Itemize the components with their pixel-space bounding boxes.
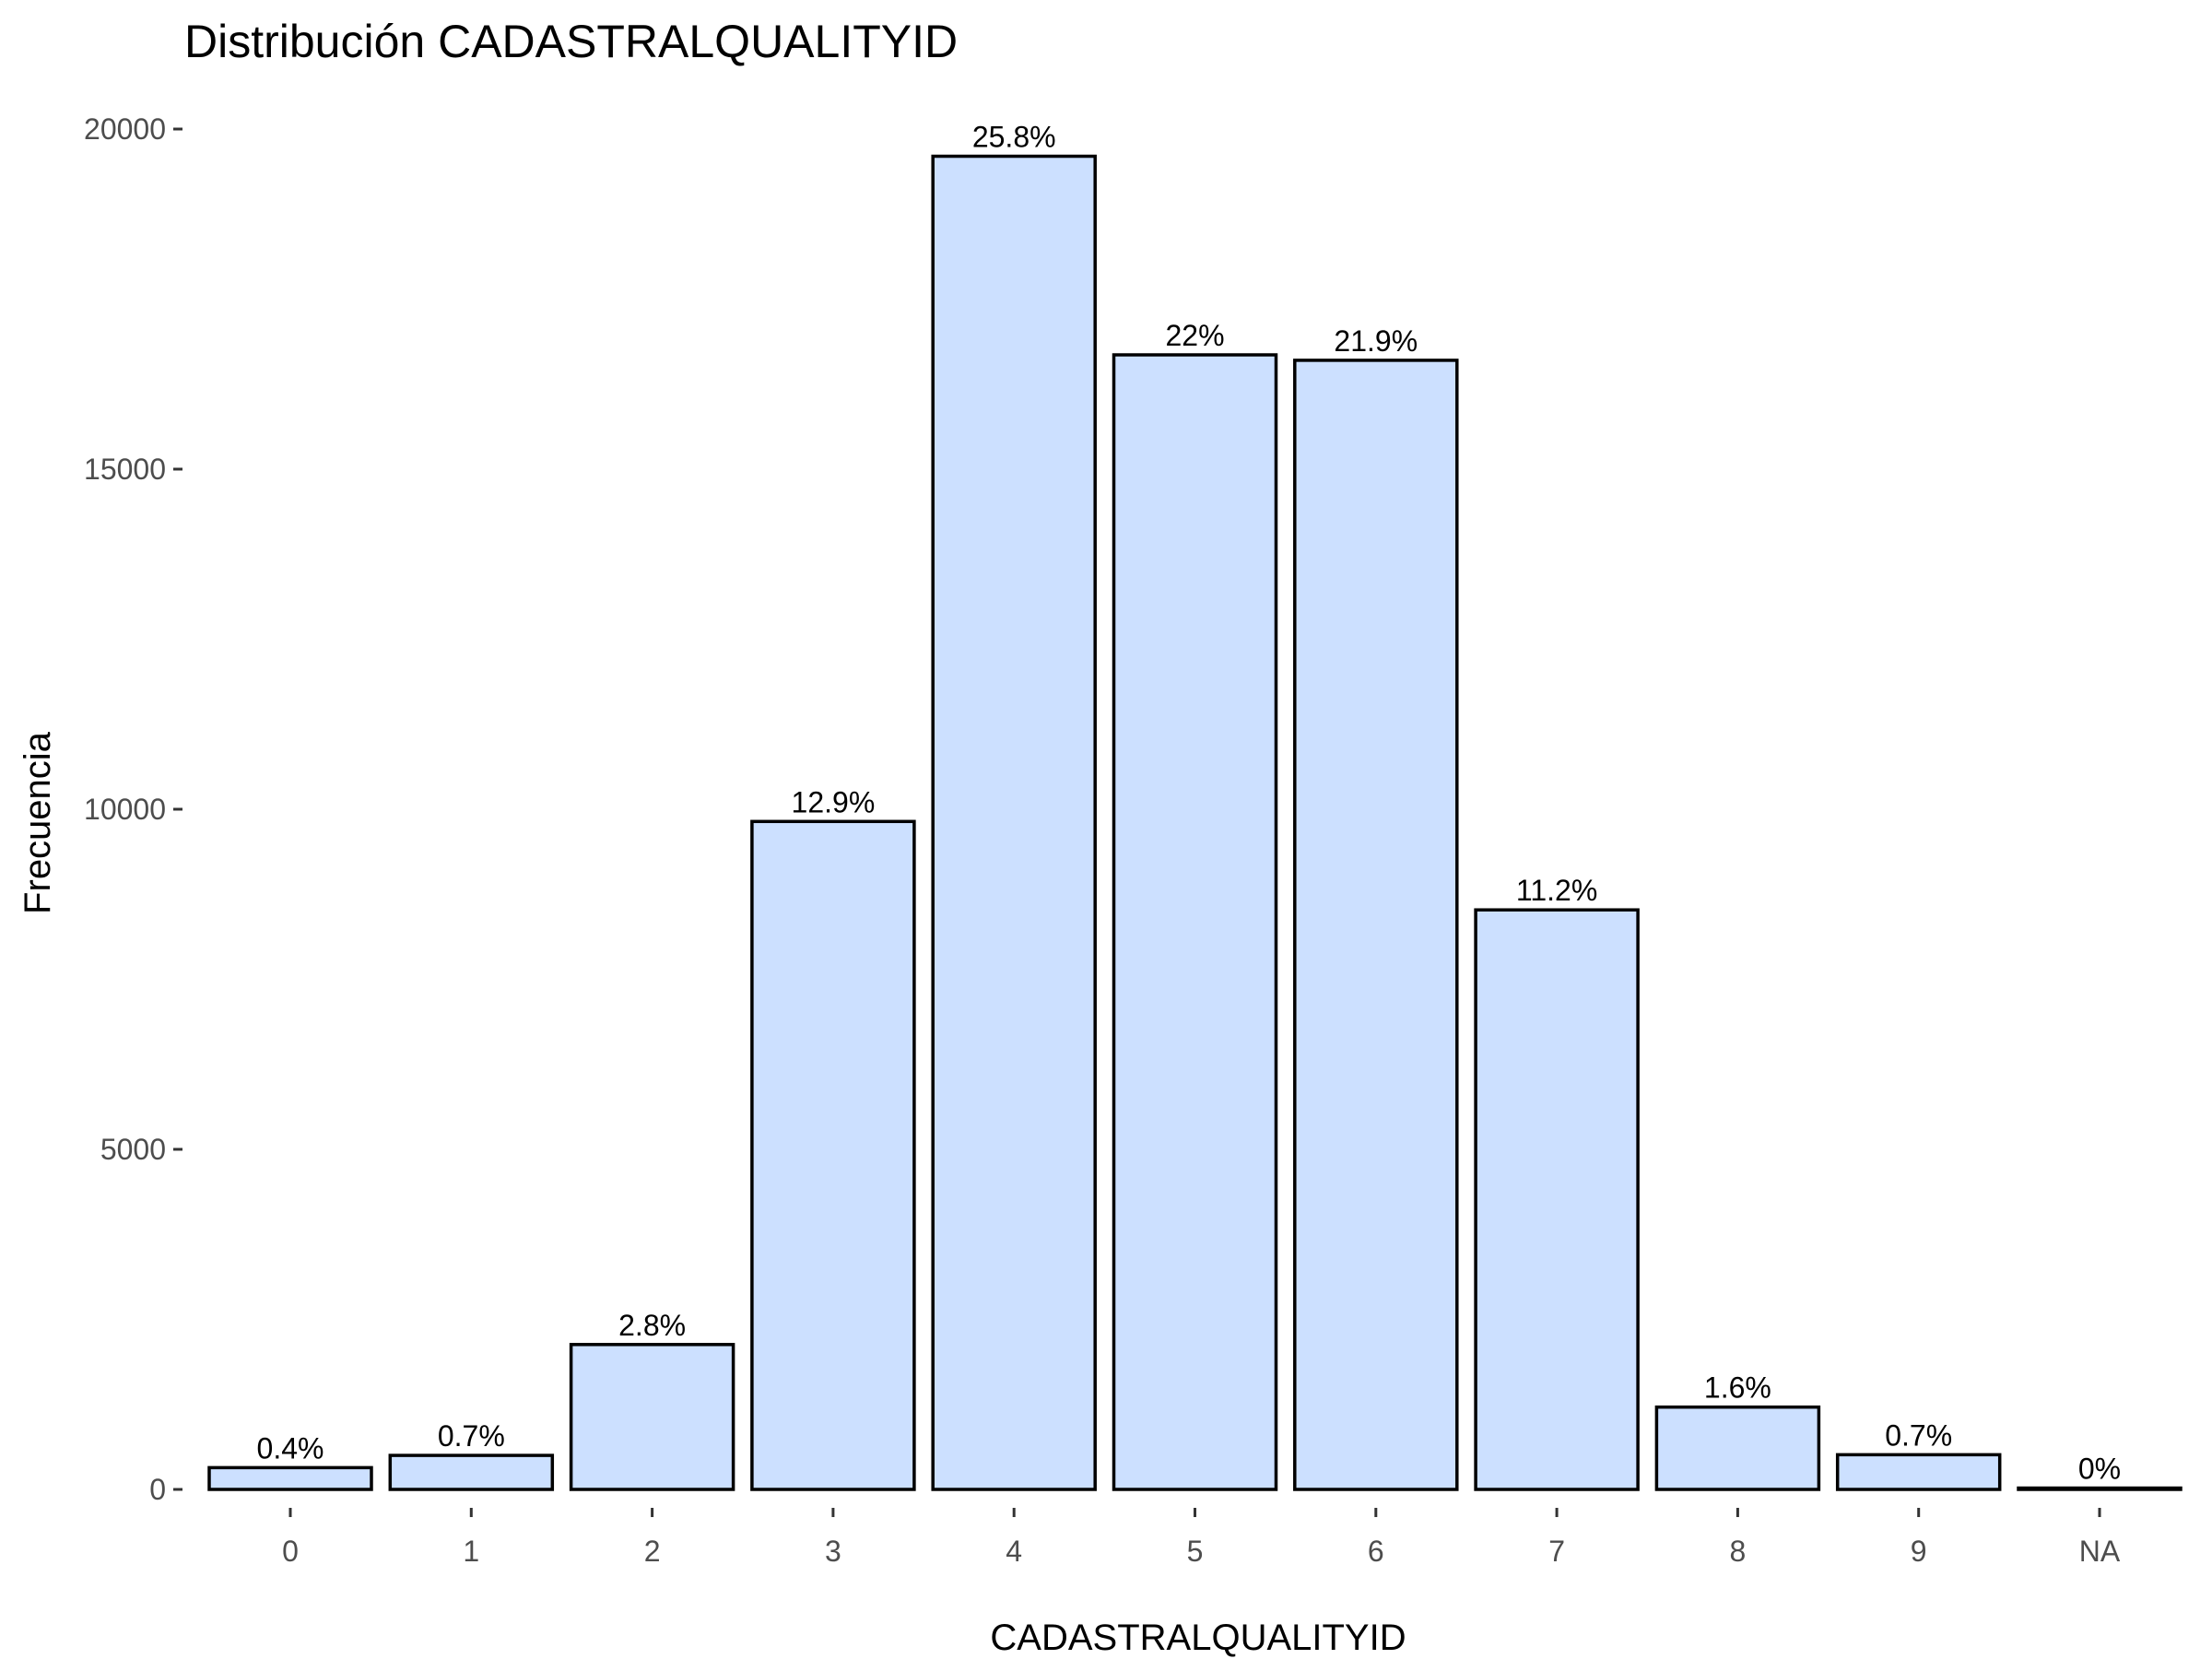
data-labels-group: 0.4% 0.7% 2.8% 12.9% 25.8% 22% 21.9% 11.2% 1.6% 0… — [257, 121, 2122, 1486]
x-axis: 0 1 2 3 4 5 6 7 8 9 NA — [282, 1508, 2121, 1568]
data-label-0: 0.4% — [257, 1431, 324, 1465]
y-axis: 0 5000 10000 15000 20000 — [84, 112, 182, 1506]
x-tick-label: 6 — [1368, 1535, 1384, 1568]
data-label-8: 1.6% — [1704, 1371, 1771, 1405]
data-label-5: 22% — [1165, 319, 1224, 352]
y-axis-title: Frecuencia — [18, 731, 58, 914]
bar-1 — [388, 1453, 555, 1491]
y-tick-label: 20000 — [84, 112, 166, 146]
bar-NA — [2017, 1486, 2183, 1491]
data-label-1: 0.7% — [438, 1419, 505, 1453]
x-tick-label: 1 — [463, 1535, 479, 1568]
bars-group — [207, 154, 2183, 1491]
x-tick-label: 9 — [1911, 1535, 1927, 1568]
bar-2 — [569, 1343, 735, 1491]
bar-4 — [931, 154, 1097, 1491]
bar-8 — [1654, 1405, 1821, 1491]
y-tick-label: 0 — [149, 1473, 166, 1506]
data-label-9: 0.7% — [1885, 1418, 1952, 1452]
bar-3 — [750, 819, 916, 1491]
data-label-2: 2.8% — [618, 1309, 686, 1342]
bar-5 — [1112, 353, 1278, 1491]
x-tick-label: 7 — [1548, 1535, 1565, 1568]
bar-0 — [207, 1465, 373, 1491]
bar-9 — [1835, 1453, 2002, 1491]
x-axis-title: CADASTRALQUALITYID — [990, 1618, 1406, 1658]
y-tick-label: 5000 — [100, 1133, 166, 1166]
bar-6 — [1293, 359, 1459, 1491]
x-tick-label: 3 — [825, 1535, 841, 1568]
chart-title: Distribución CADASTRALQUALITYID — [184, 16, 958, 67]
bar-7 — [1474, 908, 1640, 1491]
x-tick-label: 5 — [1187, 1535, 1204, 1568]
data-label-3: 12.9% — [792, 785, 876, 818]
data-label-NA: 0% — [2078, 1453, 2121, 1486]
x-tick-label: NA — [2079, 1535, 2121, 1568]
x-tick-label: 0 — [282, 1535, 299, 1568]
y-tick-label: 10000 — [84, 793, 166, 826]
data-label-7: 11.2% — [1516, 874, 1597, 907]
data-label-6: 21.9% — [1334, 324, 1418, 358]
x-tick-label: 8 — [1730, 1535, 1747, 1568]
x-tick-label: 2 — [644, 1535, 661, 1568]
y-tick-label: 15000 — [84, 453, 166, 486]
data-label-4: 25.8% — [972, 121, 1056, 154]
x-tick-label: 4 — [1006, 1535, 1022, 1568]
